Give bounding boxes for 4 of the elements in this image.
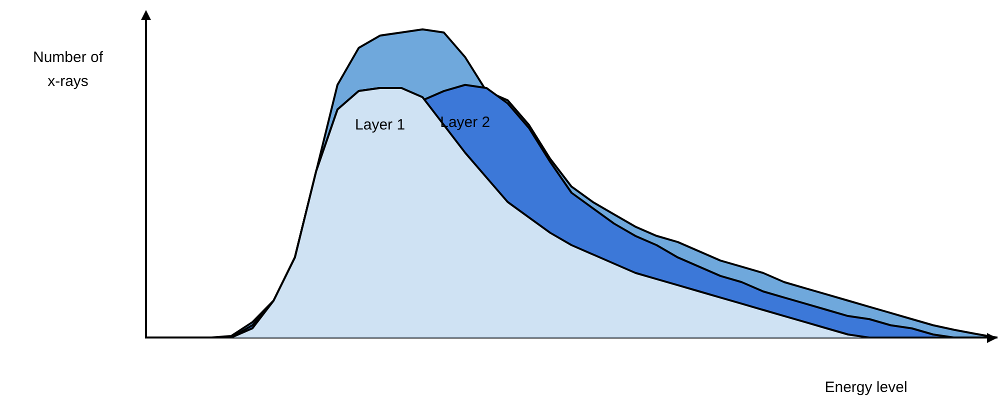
- series-label: Layer 2: [440, 114, 490, 131]
- y-axis-title: Number of x-rays: [32, 49, 104, 90]
- series-label: Layer 1: [355, 116, 406, 134]
- x-axis-title: Energy level: [824, 379, 908, 396]
